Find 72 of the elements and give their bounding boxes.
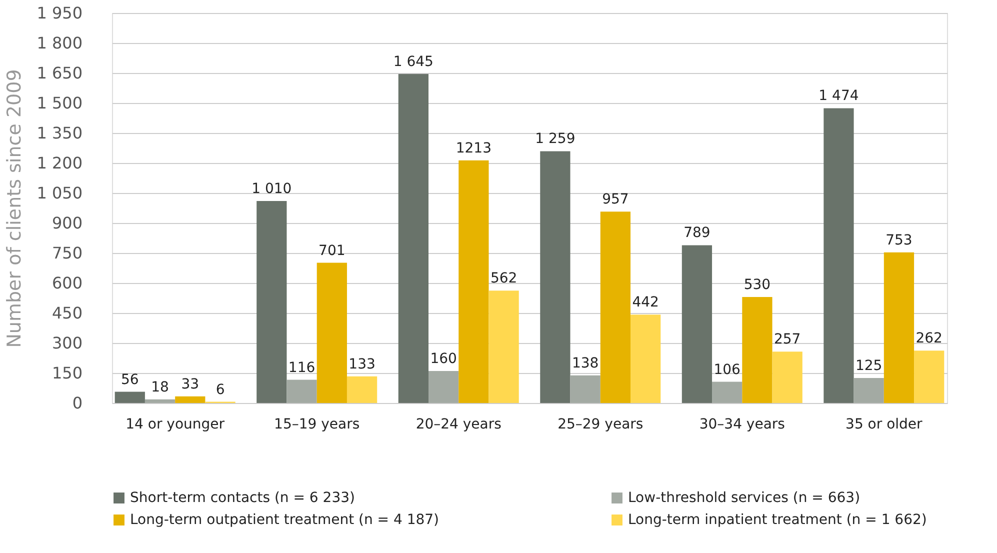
y-tick-label: 1 800 bbox=[36, 34, 82, 52]
x-tick-label: 20–24 years bbox=[416, 416, 502, 432]
y-tick-label: 1 500 bbox=[36, 94, 82, 112]
bar bbox=[712, 382, 742, 403]
data-label: 789 bbox=[684, 225, 710, 242]
data-label: 56 bbox=[120, 372, 139, 388]
data-label: 701 bbox=[318, 242, 346, 259]
bar bbox=[600, 212, 631, 403]
y-tick-label: 450 bbox=[52, 304, 82, 322]
bar bbox=[286, 380, 317, 403]
bar bbox=[540, 151, 570, 403]
data-label: 753 bbox=[886, 232, 912, 248]
y-axis-title: Number of clients since 2009 bbox=[4, 69, 26, 348]
data-label: 562 bbox=[490, 270, 518, 287]
y-tick-label: 750 bbox=[52, 244, 82, 262]
data-label: 116 bbox=[288, 360, 316, 376]
y-tick-label: 1 050 bbox=[36, 184, 82, 202]
data-label: 257 bbox=[774, 332, 801, 348]
y-tick-label: 150 bbox=[52, 364, 82, 382]
y-tick-label: 1 950 bbox=[36, 4, 82, 22]
bar bbox=[772, 352, 802, 403]
bar bbox=[682, 245, 712, 403]
y-tick-label: 1 650 bbox=[36, 64, 82, 82]
data-label: 1213 bbox=[456, 140, 492, 156]
bar bbox=[346, 376, 378, 403]
bar bbox=[428, 371, 459, 403]
data-label: 6 bbox=[216, 382, 225, 398]
legend-label: Long-term outpatient treatment (n = 4 187) bbox=[130, 512, 440, 528]
data-label: 957 bbox=[602, 192, 629, 208]
bar bbox=[114, 392, 145, 403]
data-label: 133 bbox=[348, 356, 376, 372]
data-label: 18 bbox=[151, 379, 169, 396]
data-label: 530 bbox=[744, 277, 771, 293]
data-label: 125 bbox=[855, 358, 882, 374]
bar bbox=[742, 297, 772, 403]
bar bbox=[144, 399, 176, 403]
x-tick-label: 30–34 years bbox=[699, 416, 785, 432]
legend-label: Short-term contacts (n = 6 233) bbox=[130, 490, 355, 506]
data-label: 1 474 bbox=[818, 88, 859, 104]
y-tick-label: 300 bbox=[52, 334, 82, 352]
y-tick-label: 900 bbox=[52, 214, 82, 232]
bar bbox=[398, 74, 428, 403]
data-label: 33 bbox=[181, 376, 200, 392]
y-tick-label: 1 200 bbox=[36, 154, 82, 172]
bar bbox=[316, 262, 347, 403]
legend-label: Low-threshold services (n = 663) bbox=[628, 490, 860, 506]
y-tick-label: 1 350 bbox=[36, 124, 82, 142]
bar bbox=[458, 160, 489, 403]
data-label: 442 bbox=[632, 294, 659, 311]
data-label: 160 bbox=[430, 351, 457, 367]
bar bbox=[570, 375, 600, 403]
bar bbox=[175, 396, 206, 403]
data-label: 1 645 bbox=[393, 54, 434, 70]
x-tick-label: 15–19 years bbox=[274, 416, 360, 432]
bar bbox=[914, 350, 944, 403]
data-label: 106 bbox=[714, 362, 741, 378]
bar bbox=[630, 314, 661, 403]
data-label: 1 259 bbox=[535, 131, 576, 148]
bar bbox=[256, 201, 287, 403]
x-tick-label: 35 or older bbox=[846, 416, 923, 432]
bar bbox=[488, 290, 519, 403]
y-tick-label: 0 bbox=[72, 394, 82, 412]
bar bbox=[884, 252, 914, 403]
legend-label: Long-term inpatient treatment (n = 1 662) bbox=[628, 512, 927, 528]
x-tick-label: 14 or younger bbox=[126, 416, 225, 432]
data-label: 262 bbox=[916, 330, 942, 347]
bar bbox=[854, 378, 884, 403]
x-tick-label: 25–29 years bbox=[558, 416, 644, 432]
bar bbox=[824, 108, 854, 403]
y-tick-label: 600 bbox=[52, 274, 82, 292]
data-label: 1 010 bbox=[252, 181, 292, 197]
data-label: 138 bbox=[572, 355, 599, 372]
